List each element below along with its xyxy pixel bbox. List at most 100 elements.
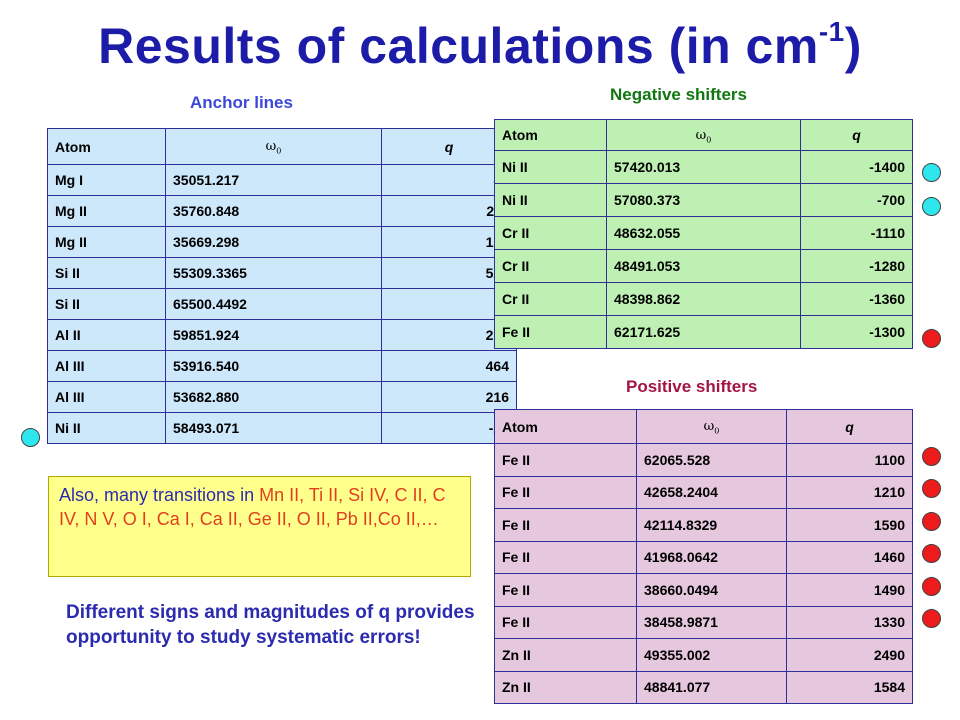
atom-cell: Fe II xyxy=(494,475,637,509)
omega0-cell: 42658.2404 xyxy=(636,475,787,509)
atom-column-header: Atom xyxy=(494,409,637,444)
table-row: Fe II 42658.2404 1210 xyxy=(494,475,913,509)
atom-cell: Mg II xyxy=(47,226,166,258)
omega0-cell: 38660.0494 xyxy=(636,573,787,607)
table-row: Zn II 49355.002 2490 xyxy=(494,638,913,672)
atom-cell: Si II xyxy=(47,288,166,320)
omega0-cell: 57080.373 xyxy=(606,183,801,217)
omega-column-header: ω0 xyxy=(636,409,787,444)
table-header-row: Atom ω0 q xyxy=(47,128,517,165)
conclusion-text: Different signs and magnitudes of q prov… xyxy=(66,602,475,648)
q-cell: 1330 xyxy=(786,605,913,639)
omega0-cell: 48398.862 xyxy=(606,282,801,316)
negative-shifters-heading: Negative shifters xyxy=(610,85,747,104)
atom-cell: Al II xyxy=(47,319,166,351)
q-cell: 1460 xyxy=(786,540,913,574)
table-row: Fe II 42114.8329 1590 xyxy=(494,508,913,542)
omega-subscript: 0 xyxy=(714,426,720,436)
atom-cell: Al III xyxy=(47,381,166,413)
marker-dot-red xyxy=(922,512,941,531)
omega-subscript: 0 xyxy=(276,146,282,156)
q-cell: 1210 xyxy=(786,475,913,509)
note-ion-list: Mn II, Ti II, Si IV, C II, C IV, N V, O … xyxy=(59,485,446,529)
table-row: Ni II 57080.373 -700 xyxy=(494,183,913,217)
omega-column-header: ω0 xyxy=(606,119,801,151)
atom-cell: Cr II xyxy=(494,216,607,250)
q-cell: 1100 xyxy=(786,443,913,477)
q-column-header: q xyxy=(800,119,913,151)
omega0-cell: 65500.4492 xyxy=(165,288,382,320)
q-cell: -700 xyxy=(800,183,913,217)
omega0-cell: 42114.8329 xyxy=(636,508,787,542)
omega0-cell: 57420.013 xyxy=(606,150,801,184)
q-cell: 1490 xyxy=(786,573,913,607)
table-row: Cr II 48491.053 -1280 xyxy=(494,249,913,283)
table-row: Cr II 48632.055 -1110 xyxy=(494,216,913,250)
atom-cell: Si II xyxy=(47,257,166,289)
q-cell: -1400 xyxy=(800,150,913,184)
atom-cell: Fe II xyxy=(494,605,637,639)
table-row: Al III 53682.880 216 xyxy=(47,381,517,413)
omega0-cell: 38458.9871 xyxy=(636,605,787,639)
omega0-cell: 41968.0642 xyxy=(636,540,787,574)
marker-dot-red xyxy=(922,329,941,348)
omega0-cell: 62065.528 xyxy=(636,443,787,477)
omega0-cell: 59851.924 xyxy=(165,319,382,351)
atom-cell: Ni II xyxy=(47,412,166,444)
marker-dot-red xyxy=(922,609,941,628)
atom-cell: Zn II xyxy=(494,670,637,704)
marker-dot-red xyxy=(922,544,941,563)
omega-subscript: 0 xyxy=(706,135,712,145)
q-cell: -1280 xyxy=(800,249,913,283)
omega0-cell: 55309.3365 xyxy=(165,257,382,289)
table-header-row: Atom ω0 q xyxy=(494,409,913,444)
table-header-row: Atom ω0 q xyxy=(494,119,913,151)
omega0-cell: 35760.848 xyxy=(165,195,382,227)
table-row: Al III 53916.540 464 xyxy=(47,350,517,382)
omega-symbol: ω xyxy=(695,127,707,143)
atom-cell: Mg I xyxy=(47,164,166,196)
negative-shifters-table: Atom ω0 q Ni II 57420.013 -1400 Ni II 57080.… xyxy=(494,119,913,349)
marker-dot-cyan xyxy=(922,163,941,182)
title-superscript: -1 xyxy=(818,16,845,47)
q-cell: 464 xyxy=(381,350,517,382)
table-row: Fe II 38458.9871 1330 xyxy=(494,605,913,639)
q-cell: -1300 xyxy=(800,315,913,349)
atom-cell: Fe II xyxy=(494,508,637,542)
positive-shifters-heading: Positive shifters xyxy=(626,377,758,396)
table-row: Fe II 41968.0642 1460 xyxy=(494,540,913,574)
atom-cell: Al III xyxy=(47,350,166,382)
atom-cell: Zn II xyxy=(494,638,637,672)
q-cell: 1584 xyxy=(786,670,913,704)
atom-column-header: Atom xyxy=(494,119,607,151)
table-row: Zn II 48841.077 1584 xyxy=(494,670,913,704)
q-cell: 1590 xyxy=(786,508,913,542)
atom-cell: Cr II xyxy=(494,282,607,316)
anchor-lines-heading: Anchor lines xyxy=(190,93,293,112)
marker-dot-cyan xyxy=(922,197,941,216)
omega-symbol: ω xyxy=(703,419,715,435)
q-cell: 216 xyxy=(381,381,517,413)
marker-dot-cyan xyxy=(21,428,40,447)
atom-cell: Fe II xyxy=(494,573,637,607)
omega0-cell: 58493.071 xyxy=(165,412,382,444)
page-title: Results of calculations (in cm-1) xyxy=(0,16,960,75)
marker-dot-red xyxy=(922,447,941,466)
marker-dot-red xyxy=(922,479,941,498)
omega-column-header: ω0 xyxy=(165,128,382,165)
table-row: Ni II 57420.013 -1400 xyxy=(494,150,913,184)
omega0-cell: 48632.055 xyxy=(606,216,801,250)
atom-cell: Ni II xyxy=(494,150,607,184)
omega0-cell: 53682.880 xyxy=(165,381,382,413)
omega0-cell: 35669.298 xyxy=(165,226,382,258)
atom-cell: Fe II xyxy=(494,443,637,477)
other-transitions-note: Also, many transitions in Mn II, Ti II, … xyxy=(48,476,471,577)
omega0-cell: 53916.540 xyxy=(165,350,382,382)
